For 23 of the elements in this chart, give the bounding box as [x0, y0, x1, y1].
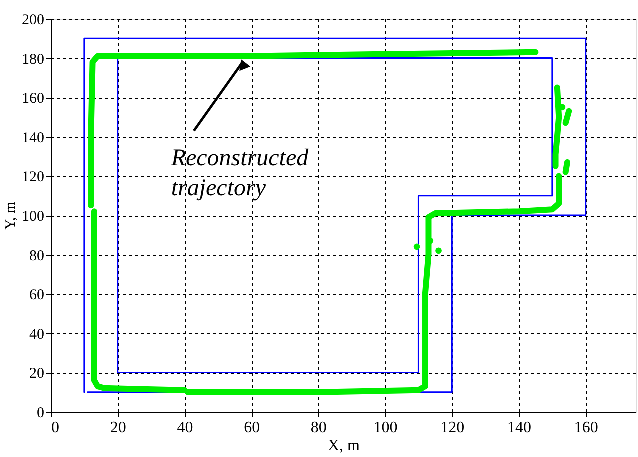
y-tick-label: 0	[37, 406, 44, 422]
x-tick-label: 60	[244, 420, 260, 436]
x-tick-label: 80	[310, 420, 327, 436]
x-tick-label: 120	[440, 420, 465, 436]
y-tick-label: 60	[30, 288, 44, 304]
y-tick-label: 200	[22, 12, 44, 28]
x-tick-label: 20	[110, 420, 126, 436]
y-tick-label: 180	[22, 52, 44, 68]
y-tick-label: 40	[30, 326, 44, 343]
x-tick-label: 100	[374, 420, 398, 436]
y-tick-label: 120	[22, 170, 44, 186]
y-tick-label: 160	[22, 91, 44, 108]
annotation: Reconstructed trajectory	[170, 146, 310, 202]
x-tick-label: 40	[177, 420, 194, 436]
y-tick-label: 80	[30, 248, 44, 264]
x-axis-title: X, m	[328, 438, 361, 454]
y-tick-label: 20	[30, 366, 44, 382]
y-axis-title: Y, m	[3, 202, 19, 230]
x-tick-label: 140	[508, 420, 532, 436]
y-tick-label: 140	[22, 130, 44, 146]
y-tick-label: 100	[22, 209, 44, 225]
x-tick-label: 0	[52, 420, 60, 436]
x-tick-label: 160	[574, 420, 598, 436]
